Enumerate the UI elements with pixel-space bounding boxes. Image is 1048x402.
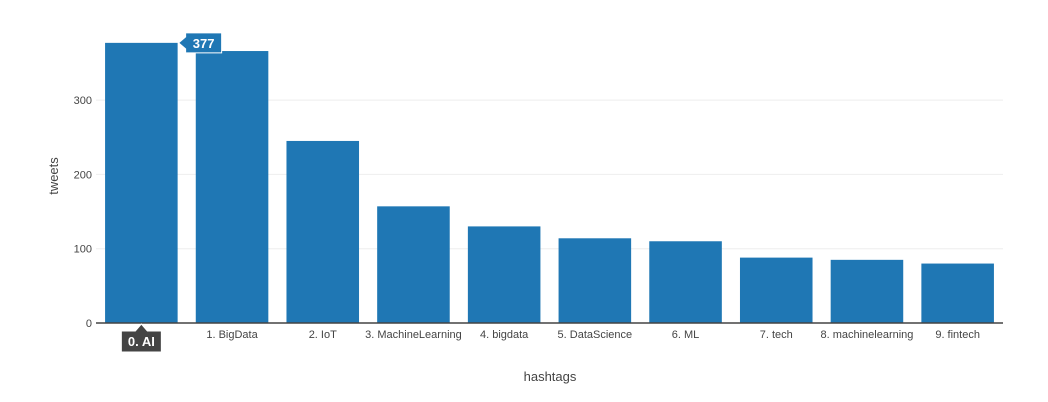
x-tick-label: 2. IoT — [309, 329, 337, 341]
x-tick-label: 1. BigData — [206, 329, 258, 341]
x-tick-labels: 1. BigData 2. IoT 3. MachineLearning 4. big… — [206, 329, 980, 341]
bar[interactable] — [558, 238, 632, 323]
bar[interactable] — [377, 206, 450, 323]
bar[interactable] — [105, 42, 178, 324]
y-tick-label: 300 — [74, 95, 92, 107]
bar[interactable] — [286, 140, 360, 323]
x-tick-label: 6. ML — [672, 329, 700, 341]
x-axis-title: hashtags — [524, 369, 577, 384]
y-tick-label: 100 — [74, 244, 92, 256]
bar[interactable] — [739, 257, 813, 323]
bars — [105, 42, 994, 324]
bar[interactable] — [467, 226, 541, 323]
x-tick-label: 3. MachineLearning — [365, 329, 462, 341]
y-axis-title: tweets — [46, 157, 61, 195]
y-tick-label: 200 — [74, 169, 92, 181]
x-tick-label: 8. machinelearning — [820, 329, 913, 341]
x-tick-label: 5. DataScience — [558, 329, 633, 341]
bar[interactable] — [649, 241, 722, 323]
x-tick-label: 4. bigdata — [480, 329, 529, 341]
bar[interactable] — [921, 263, 994, 323]
x-tick-label: 9. fintech — [935, 329, 980, 341]
hover-category-box — [120, 323, 162, 353]
hover-value-box — [177, 32, 223, 54]
y-tick-label: 0 — [86, 318, 92, 330]
bar[interactable] — [195, 51, 269, 323]
hover-category-label: 0. AI — [128, 334, 155, 349]
y-tick-labels: 0 100 200 300 — [74, 95, 92, 330]
bar[interactable] — [830, 259, 904, 323]
hover-tooltip: 377 0. AI — [120, 32, 223, 353]
hover-value-label: 377 — [193, 36, 215, 51]
x-tick-label: 7. tech — [760, 329, 793, 341]
